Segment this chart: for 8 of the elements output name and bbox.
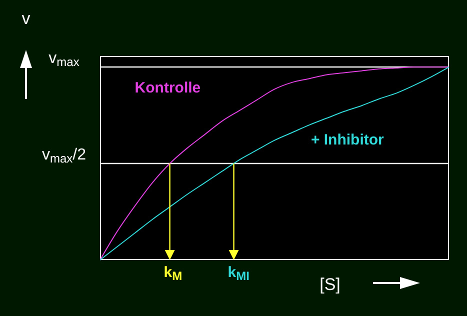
ref-line-label: v$_{max}$ [48, 50, 80, 69]
text: Kontrolle [134, 80, 201, 96]
ref-line-label: v$_{max}$/2 [42, 146, 86, 166]
annotation: k$_{M}$ [164, 264, 182, 283]
annotation: k$_{MI}$ [228, 264, 250, 283]
series-label: + Inhibitor [310, 132, 384, 149]
x-axis-title: [S] [320, 275, 340, 294]
y-axis-title: v [22, 9, 31, 28]
